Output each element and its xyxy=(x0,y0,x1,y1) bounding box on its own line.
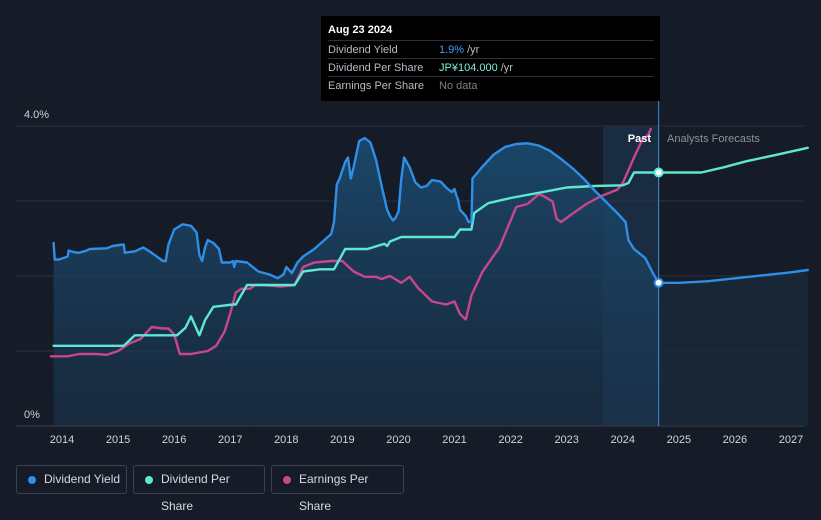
series-line-dividend-per-share-forecast xyxy=(657,146,809,174)
legend-dot-icon xyxy=(283,476,291,484)
series-lines xyxy=(49,127,809,358)
forecast-region-label: Analysts Forecasts xyxy=(667,133,760,145)
x-tick-label: 2027 xyxy=(779,434,803,446)
tooltip-label: Dividend Yield xyxy=(328,44,398,56)
legend-dividend-yield[interactable]: Dividend Yield xyxy=(16,465,127,494)
legend-dividend-per-share[interactable]: Dividend Per Share xyxy=(133,465,265,513)
dividend-yield-area xyxy=(53,138,659,426)
x-tick-label: 2024 xyxy=(611,434,635,446)
x-tick-label: 2018 xyxy=(274,434,298,446)
dividend-yield-marker xyxy=(653,277,664,288)
x-tick-label: 2019 xyxy=(330,434,354,446)
y-tick-label: 4.0% xyxy=(24,109,49,121)
dividend-chart: 4.0%0% 2014 2015 2016 2017 2018 2019 2020 2021 2… xyxy=(16,100,809,446)
yield-area xyxy=(53,138,808,426)
series-line-dividend-yield-forecast xyxy=(657,268,809,284)
tooltip-value: 1.9%/yr xyxy=(439,44,480,56)
tooltip-value: No data xyxy=(439,80,478,92)
series-line-earnings-per-share xyxy=(49,127,652,358)
x-axis: 2014 2015 2016 2017 2018 2019 2020 2021 2022 2023… xyxy=(50,434,803,446)
x-tick-label: 2026 xyxy=(723,434,747,446)
x-tick-label: 2020 xyxy=(386,434,410,446)
tooltip-label: Earnings Per Share xyxy=(328,80,424,92)
legend-label: Dividend Yield xyxy=(44,472,121,486)
tooltip-date: Aug 23 2024 xyxy=(328,24,393,36)
legend-earnings-per-share[interactable]: Earnings Per Share xyxy=(271,465,404,513)
tooltip-row-earnings-per-share: Earnings Per Share No data xyxy=(328,76,654,95)
x-tick-label: 2021 xyxy=(442,434,466,446)
series-line-dividend-per-share xyxy=(52,171,660,347)
tooltip-row-dividend-yield: Dividend Yield 1.9%/yr xyxy=(328,40,654,59)
x-tick-label: 2022 xyxy=(498,434,522,446)
tooltip-label: Dividend Per Share xyxy=(328,62,424,74)
series-line-dividend-yield xyxy=(52,136,660,284)
x-tick-label: 2017 xyxy=(218,434,242,446)
dividend-per-share-marker xyxy=(653,167,664,178)
hover-markers xyxy=(653,167,664,288)
legend-dot-icon xyxy=(145,476,153,484)
y-axis: 4.0% 0% xyxy=(24,109,49,421)
tooltip-row-dividend-per-share: Dividend Per Share JP¥104.000/yr xyxy=(328,58,654,77)
x-tick-label: 2014 xyxy=(50,434,74,446)
y-tick-label: 0% xyxy=(24,409,40,421)
x-tick-label: 2016 xyxy=(162,434,186,446)
tooltip-value: JP¥104.000/yr xyxy=(439,62,513,74)
x-tick-label: 2023 xyxy=(554,434,578,446)
x-tick-label: 2025 xyxy=(667,434,691,446)
dividend-yield-forecast-area xyxy=(658,270,808,426)
hover-tooltip: Aug 23 2024 Dividend Yield 1.9%/yr Divid… xyxy=(321,16,660,101)
x-tick-label: 2015 xyxy=(106,434,130,446)
legend-dot-icon xyxy=(28,476,36,484)
past-region-label: Past xyxy=(628,133,652,145)
